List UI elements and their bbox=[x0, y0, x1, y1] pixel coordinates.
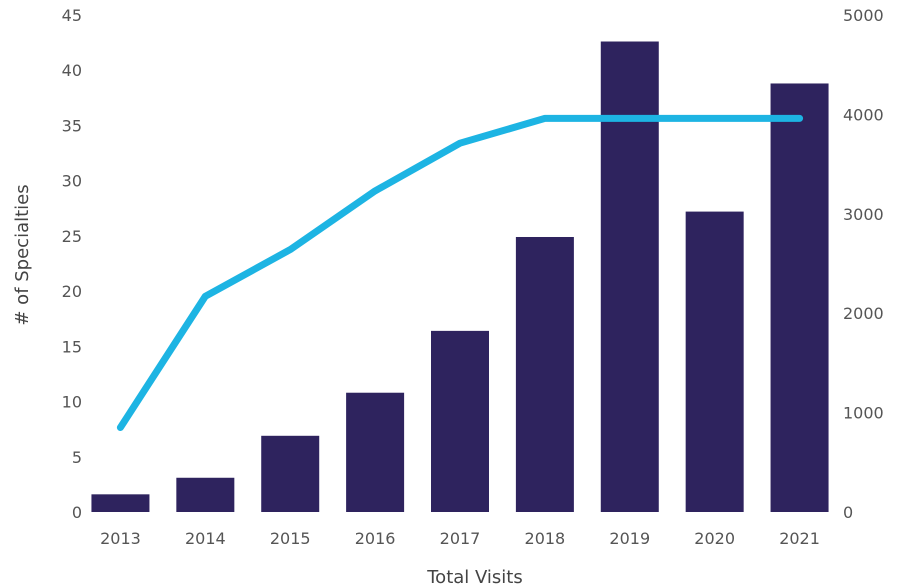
x-tick-label: 2018 bbox=[525, 529, 566, 548]
x-tick-label: 2013 bbox=[100, 529, 141, 548]
right-axis-ticks: 0 1000 2000 3000 4000 5000 bbox=[843, 6, 884, 522]
right-tick-label: 1000 bbox=[843, 404, 884, 423]
bar-2013 bbox=[91, 494, 150, 512]
left-tick-label: 20 bbox=[62, 282, 82, 301]
bar-2021 bbox=[770, 83, 829, 512]
left-tick-label: 15 bbox=[62, 337, 82, 356]
x-tick-label: 2017 bbox=[440, 529, 481, 548]
left-tick-label: 40 bbox=[62, 61, 82, 80]
x-tick-label: 2016 bbox=[355, 529, 396, 548]
right-tick-label: 4000 bbox=[843, 105, 884, 124]
right-tick-label: 0 bbox=[843, 503, 853, 522]
left-tick-label: 35 bbox=[62, 116, 82, 135]
x-tick-label: 2021 bbox=[779, 529, 820, 548]
right-tick-label: 3000 bbox=[843, 205, 884, 224]
left-tick-label: 0 bbox=[72, 503, 82, 522]
x-tick-label: 2019 bbox=[609, 529, 650, 548]
bar-2018 bbox=[515, 236, 574, 512]
line-layer bbox=[116, 114, 804, 431]
x-axis-title: Total Visits bbox=[426, 567, 523, 588]
x-tick-label: 2020 bbox=[694, 529, 735, 548]
bar-2020 bbox=[685, 211, 744, 512]
left-tick-label: 25 bbox=[62, 227, 82, 246]
y-axis-title: # of Specialties bbox=[12, 184, 33, 325]
left-tick-label: 5 bbox=[72, 448, 82, 467]
bar-2015 bbox=[261, 435, 320, 512]
x-tick-label: 2015 bbox=[270, 529, 311, 548]
right-tick-label: 5000 bbox=[843, 6, 884, 25]
bar-2017 bbox=[431, 330, 489, 512]
left-tick-label: 45 bbox=[62, 6, 82, 25]
right-tick-label: 2000 bbox=[843, 304, 884, 323]
left-tick-label: 30 bbox=[62, 172, 82, 191]
bar-2016 bbox=[346, 392, 405, 512]
x-tick-label: 2014 bbox=[185, 529, 226, 548]
bar-2019 bbox=[600, 41, 659, 513]
bars-layer bbox=[91, 41, 829, 513]
x-axis-ticks: 2013 2014 2015 2016 2017 2018 2019 2020 2021 bbox=[100, 529, 820, 548]
left-axis-ticks: 0 5 10 15 20 25 30 35 40 45 bbox=[62, 6, 82, 522]
left-tick-label: 10 bbox=[62, 393, 82, 412]
bar-2014 bbox=[176, 477, 235, 512]
